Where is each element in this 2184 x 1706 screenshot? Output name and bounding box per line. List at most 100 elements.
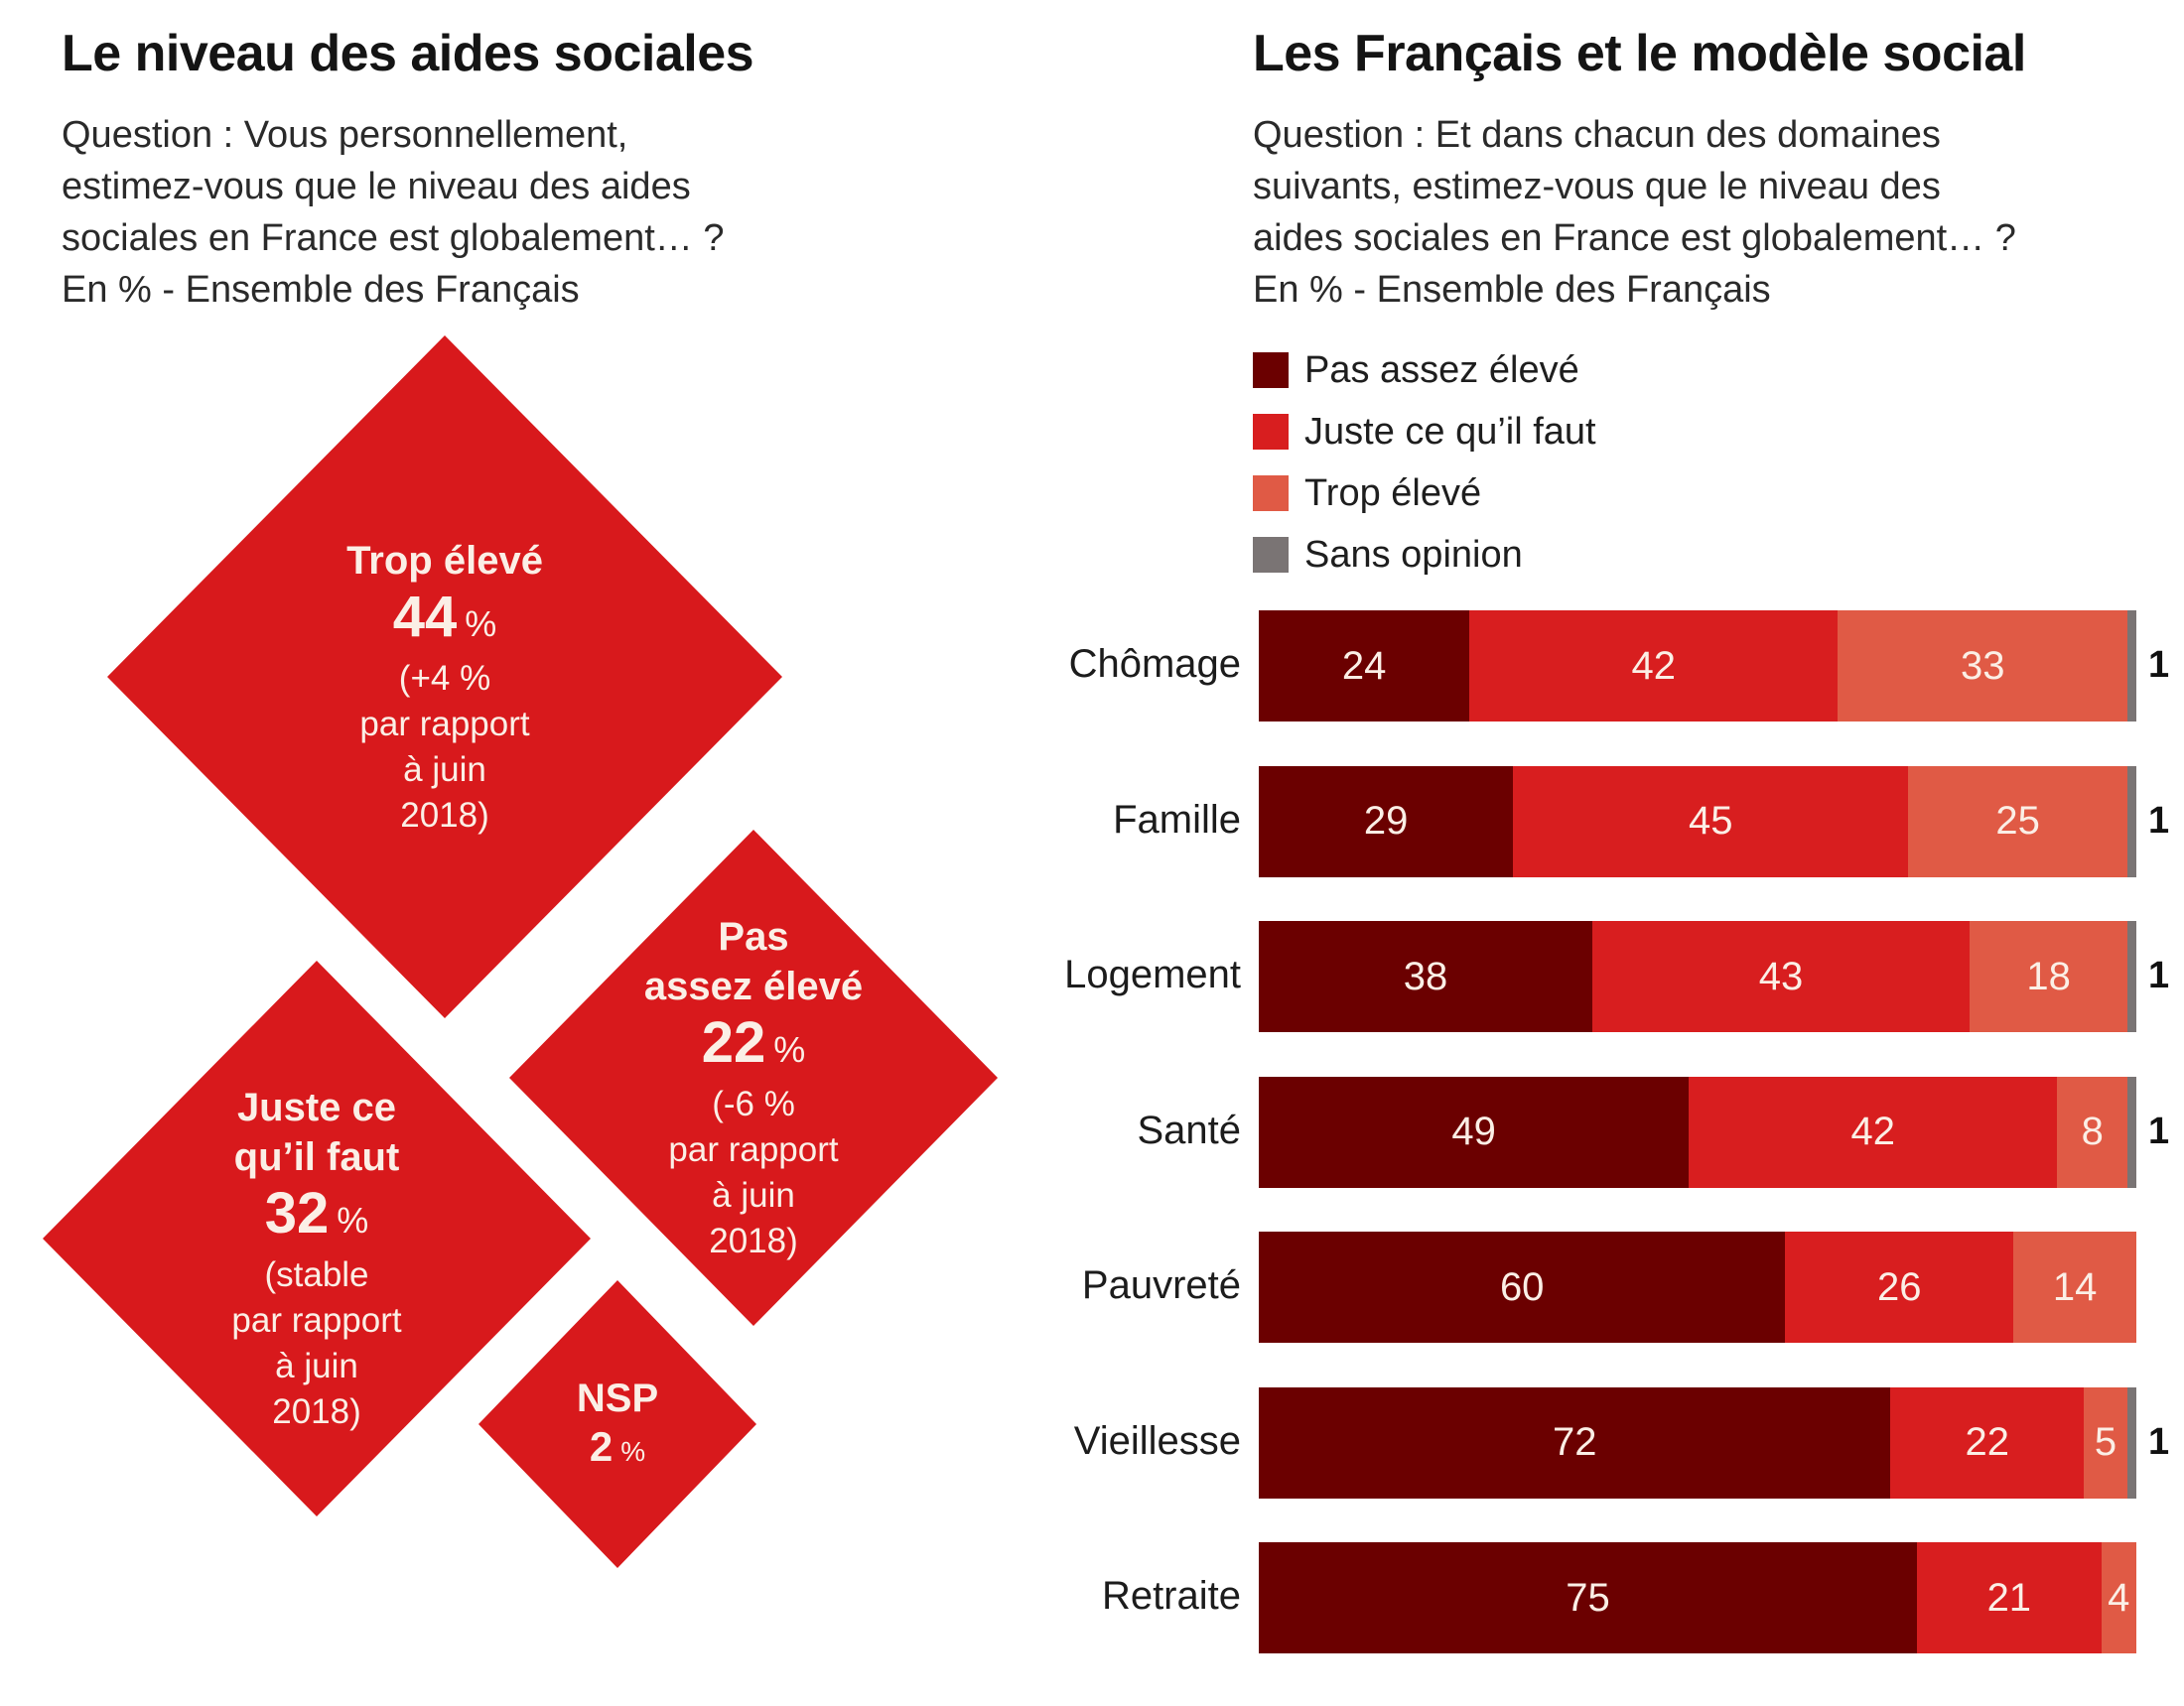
chart-legend: Pas assez élevé Juste ce qu’il faut Trop é…	[1253, 339, 1596, 586]
data-label: 22	[1965, 1420, 2009, 1464]
legend-label: Trop élevé	[1304, 471, 1482, 514]
bar-segment: 38	[1259, 921, 1592, 1032]
data-label: 75	[1566, 1575, 1610, 1620]
data-label: 26	[1877, 1264, 1922, 1309]
data-label: 60	[1499, 1264, 1545, 1309]
bar-segment: 18	[1970, 921, 2128, 1032]
bar-segment: 33	[1838, 610, 2128, 722]
data-label: 42	[1631, 643, 1677, 688]
data-label: 33	[1961, 643, 2005, 688]
diamond-value: 32%	[264, 1180, 369, 1252]
right-subtitle-line: aides sociales en France est globalement…	[1253, 217, 2016, 259]
sans-opinion-label: 1	[2148, 799, 2170, 842]
data-label: 38	[1403, 954, 1448, 998]
bar-segment: 75	[1259, 1542, 1917, 1653]
diamond-note: (stable par rapport à juin 2018)	[231, 1254, 402, 1431]
bar-segment: 8	[2057, 1076, 2128, 1188]
data-label: 21	[1986, 1575, 2032, 1620]
right-subtitle-line: suivants, estimez-vous que le niveau des	[1253, 166, 1941, 207]
diamond-value-unit: %	[773, 1028, 806, 1070]
data-label: 72	[1552, 1420, 1597, 1464]
sans-opinion-label: 1	[2148, 1420, 2170, 1463]
bar-segment: 43	[1591, 921, 1971, 1032]
data-label: 24	[1341, 643, 1387, 688]
data-label: 42	[1850, 1110, 1896, 1153]
sans-opinion-label: 1	[2148, 955, 2170, 996]
category-label: Vieillesse	[1073, 1418, 1241, 1463]
data-label: 45	[1689, 799, 1733, 843]
diamond-value: 22%	[701, 1009, 806, 1082]
category-label: Retraite	[1101, 1574, 1241, 1618]
right-chart-subtitle: Question : Et dans chacun des domaines s…	[1253, 109, 2016, 316]
diamond-value-number: 32	[264, 1180, 330, 1246]
legend-swatch	[1253, 475, 1289, 511]
diamond-nsp: NSP 2%	[478, 1280, 756, 1568]
legend-label: Pas assez élevé	[1304, 348, 1579, 391]
right-subtitle-line: Question : Et dans chacun des domaines	[1253, 114, 1941, 156]
bar-segment: 26	[1785, 1232, 2014, 1343]
bar-segment: 24	[1259, 610, 1470, 722]
data-label: 43	[1758, 954, 1804, 998]
left-subtitle-line: Question : Vous personnellement,	[62, 114, 628, 156]
bar-segment: 42	[1469, 610, 1839, 722]
diamond-value: 44%	[392, 584, 497, 656]
left-subtitle-line: En % - Ensemble des Français	[62, 269, 580, 311]
diamond-trop-eleve: Trop élevé 44% (+4 % par rapport à juin …	[107, 335, 782, 1018]
right-subtitle-line: En % - Ensemble des Français	[1253, 269, 1771, 311]
data-label: 25	[1995, 799, 2040, 843]
right-chart-title: Les Français et le modèle social	[1253, 25, 2026, 82]
diamond-value-unit: %	[337, 1199, 369, 1241]
left-chart-subtitle: Question : Vous personnellement, estimez…	[62, 109, 724, 316]
bar-segment: 21	[1917, 1542, 2102, 1653]
data-label: 49	[1451, 1110, 1496, 1153]
left-subtitle-line: estimez-vous que le niveau des aides	[62, 166, 691, 207]
diamond-value-number: 22	[701, 1009, 766, 1075]
bar-segment: 14	[2013, 1232, 2136, 1343]
category-label: Chômage	[1068, 642, 1241, 686]
diamond-value: 2%	[590, 1423, 645, 1476]
bar-segment: 42	[1689, 1076, 2058, 1188]
data-label: 18	[2026, 954, 2071, 998]
bar-segment: 45	[1513, 765, 1909, 877]
diamond-label: NSP	[576, 1376, 659, 1420]
bar-segment: 49	[1259, 1076, 1690, 1188]
bar-segment: 5	[2083, 1386, 2128, 1499]
legend-label: Sans opinion	[1304, 533, 1523, 576]
bar-segment	[2127, 921, 2136, 1032]
bar-segment: 4	[2101, 1542, 2136, 1653]
bar-segment	[2127, 765, 2136, 877]
left-subtitle-line: sociales en France est globalement… ?	[62, 217, 725, 259]
legend-item: Trop élevé	[1253, 462, 1596, 524]
bar-segment: 72	[1259, 1386, 1891, 1499]
legend-swatch	[1253, 537, 1289, 573]
bar-segment: 29	[1259, 765, 1514, 877]
legend-item: Juste ce qu’il faut	[1253, 401, 1596, 462]
diamond-label: Pas assez élevé	[643, 914, 864, 1008]
diamond-note: (-6 % par rapport à juin 2018)	[668, 1084, 839, 1260]
bar-segment	[2127, 610, 2136, 722]
category-label: Logement	[1064, 953, 1241, 996]
bar-segment	[2127, 1076, 2136, 1188]
diamond-value-unit: %	[465, 602, 497, 644]
diamond-note: (+4 % par rapport à juin 2018)	[359, 658, 530, 835]
diamond-value-number: 44	[392, 584, 458, 649]
diamond-value-unit: %	[620, 1435, 646, 1467]
data-label: 8	[2081, 1110, 2104, 1153]
category-label: Famille	[1113, 797, 1241, 842]
legend-item: Sans opinion	[1253, 524, 1596, 586]
diamond-value-number: 2	[589, 1422, 614, 1470]
bar-segment: 22	[1890, 1386, 2084, 1499]
diamond-label: Juste ce qu’il faut	[233, 1085, 400, 1179]
legend-item: Pas assez élevé	[1253, 339, 1596, 401]
category-label: Santé	[1137, 1108, 1241, 1152]
data-label: 5	[2094, 1420, 2117, 1464]
category-label: Pauvreté	[1081, 1263, 1241, 1307]
bar-segment	[2127, 1386, 2136, 1499]
data-label: 14	[2052, 1264, 2098, 1309]
legend-swatch	[1253, 352, 1289, 388]
diamond-label: Trop élevé	[346, 538, 543, 583]
diamond-pas-assez-eleve: Pas assez élevé 22% (-6 % par rapport à …	[509, 830, 998, 1326]
left-chart-title: Le niveau des aides sociales	[62, 25, 754, 82]
data-label: 4	[2108, 1575, 2130, 1620]
